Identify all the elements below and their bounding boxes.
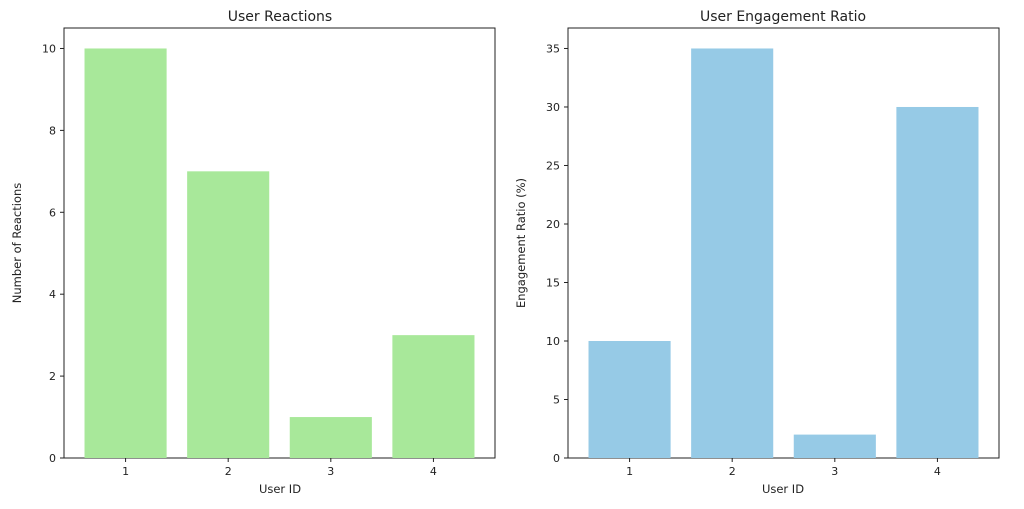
x-tick-label: 3 xyxy=(831,465,838,478)
bar xyxy=(691,48,774,458)
y-tick-label: 20 xyxy=(546,218,560,231)
y-tick-label: 0 xyxy=(553,452,560,465)
x-ticks: 1 2 3 4 xyxy=(626,458,941,478)
y-axis-label: Engagement Ratio (%) xyxy=(514,178,528,308)
plot-frame xyxy=(567,27,1000,459)
plot-frame xyxy=(63,27,496,459)
y-axis-label: Number of Reactions xyxy=(10,183,24,304)
bar xyxy=(84,48,167,458)
x-tick-label: 3 xyxy=(327,465,334,478)
y-tick-label: 25 xyxy=(546,159,560,172)
x-tick-label: 1 xyxy=(626,465,633,478)
x-tick-label: 2 xyxy=(225,465,232,478)
bar xyxy=(588,340,671,458)
y-tick-label: 10 xyxy=(546,335,560,348)
y-tick-label: 10 xyxy=(42,42,56,55)
y-tick-label: 30 xyxy=(546,101,560,114)
bar xyxy=(289,417,372,458)
x-ticks: 1 2 3 4 xyxy=(122,458,437,478)
x-axis-label: User ID xyxy=(259,482,301,496)
y-tick-label: 2 xyxy=(49,370,56,383)
y-tick-label: 8 xyxy=(49,124,56,137)
y-tick-label: 4 xyxy=(49,288,56,301)
chart-title: User Reactions xyxy=(228,9,332,25)
bar xyxy=(392,335,475,458)
x-tick-label: 4 xyxy=(430,465,437,478)
y-tick-label: 5 xyxy=(553,393,560,406)
x-axis-label: User ID xyxy=(762,482,804,496)
y-ticks: 0 2 4 6 8 10 xyxy=(42,42,64,465)
bar xyxy=(896,106,979,458)
bar xyxy=(187,171,270,458)
bar xyxy=(793,434,876,458)
y-tick-label: 6 xyxy=(49,206,56,219)
y-ticks: 0 5 10 15 20 25 30 35 xyxy=(546,42,568,465)
bars-group xyxy=(588,48,979,458)
bars-group xyxy=(84,48,475,458)
x-tick-label: 2 xyxy=(729,465,736,478)
x-tick-label: 1 xyxy=(122,465,129,478)
y-tick-label: 0 xyxy=(49,452,56,465)
chart-title: User Engagement Ratio xyxy=(700,9,866,25)
y-tick-label: 35 xyxy=(546,42,560,55)
x-tick-label: 4 xyxy=(934,465,941,478)
engagement-chart: User Engagement Ratio 0 5 10 15 20 25 30 35 1 2 3… xyxy=(514,9,1000,496)
y-tick-label: 15 xyxy=(546,276,560,289)
